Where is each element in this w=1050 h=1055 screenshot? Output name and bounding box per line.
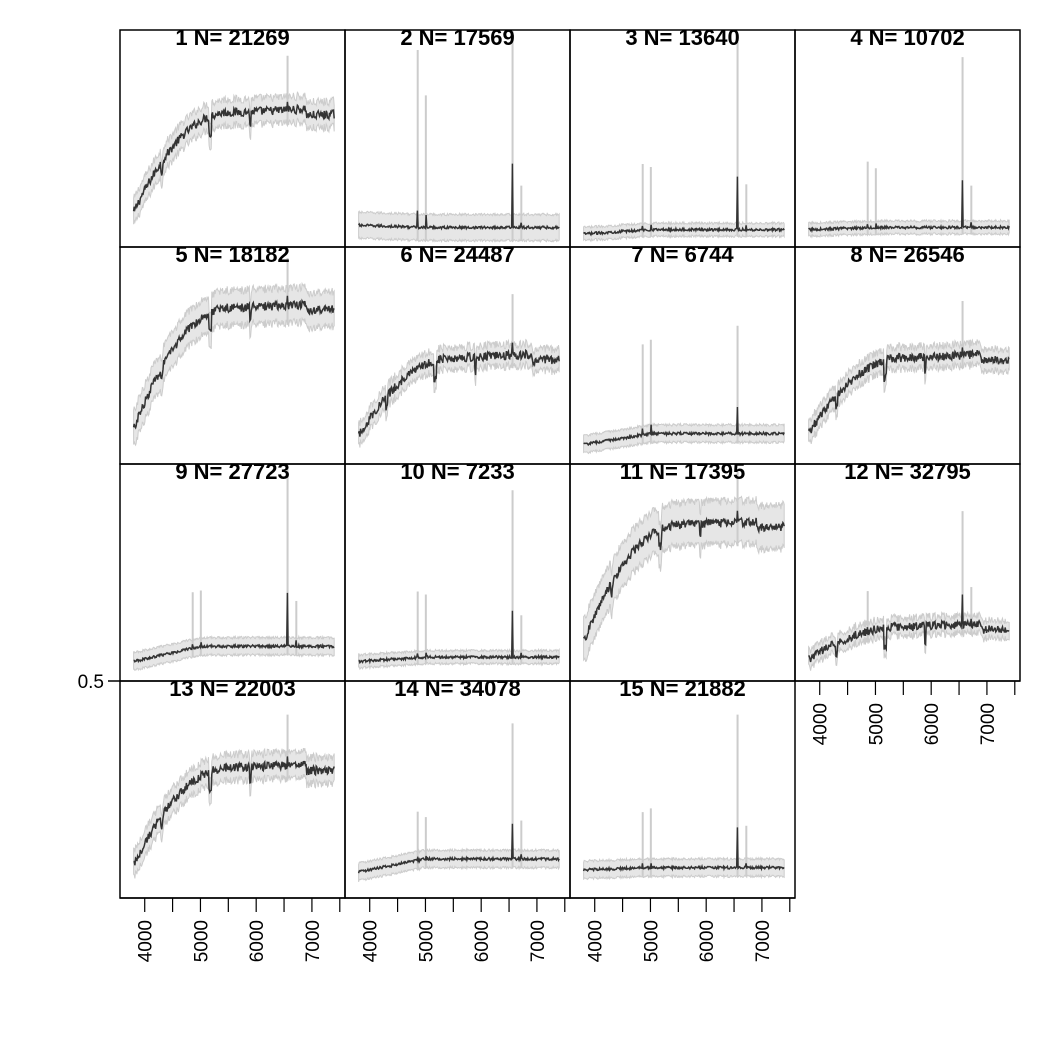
panel-6-mean-line <box>357 342 560 437</box>
panel-3-frame <box>569 29 796 248</box>
panel-6: 6 N= 24487 <box>344 242 571 465</box>
panel-8: 8 N= 26546 <box>794 242 1021 465</box>
panel-12: 12 N= 32795 <box>794 459 1021 682</box>
panel-2: 2 N= 17569 <box>344 25 571 248</box>
x-axis-14: 4000 5000 6000 7000 <box>345 897 570 962</box>
panel-1-mean-line <box>132 101 335 213</box>
panel-14-band <box>358 847 560 883</box>
x-tick-label-13-7000: 7000 <box>303 920 324 962</box>
x-tick-label-13-5000: 5000 <box>192 920 213 962</box>
panel-11-frame <box>569 463 796 682</box>
x-tick-label-14-5000: 5000 <box>417 920 438 962</box>
panel-4-mean-line <box>808 180 1010 234</box>
x-axis-12: 4000 5000 6000 7000 <box>795 680 1020 745</box>
panel-5: 5 N= 18182 <box>119 242 346 465</box>
panel-12-mean-line <box>807 594 1010 663</box>
panel-9-band <box>133 634 335 672</box>
panel-2-title: 2 N= 17569 <box>400 25 514 50</box>
panel-13-frame <box>119 680 346 899</box>
panel-7: 7 N= 6744 <box>569 242 796 465</box>
panel-5-band <box>133 281 335 447</box>
panel-9: 9 N= 27723 <box>119 459 346 682</box>
x-axis-15: 4000 5000 6000 7000 <box>570 897 795 962</box>
x-tick-label-12-7000: 7000 <box>978 703 999 745</box>
panel-1-frame <box>119 29 346 248</box>
panel-11-mean-line <box>582 510 785 641</box>
panel-3-mean-line <box>583 176 785 237</box>
panel-5-mean-line <box>132 295 335 430</box>
panel-15-title: 15 N= 21882 <box>619 676 746 701</box>
x-tick-label-14-6000: 6000 <box>472 920 493 962</box>
panel-9-title: 9 N= 27723 <box>175 459 289 484</box>
y-tick-label-0.5: 0.5 <box>78 672 104 693</box>
panel-7-mean-line <box>583 406 785 447</box>
panel-10-title: 10 N= 7233 <box>400 459 514 484</box>
x-tick-label-14-4000: 4000 <box>361 920 382 962</box>
panel-12-title: 12 N= 32795 <box>844 459 971 484</box>
panel-12-band <box>808 610 1010 671</box>
panel-1-title: 1 N= 21269 <box>175 25 289 50</box>
panel-8-mean-line <box>807 347 1010 434</box>
x-tick-label-15-6000: 6000 <box>697 920 718 962</box>
panel-13: 13 N= 22003 <box>119 676 346 899</box>
panel-6-title: 6 N= 24487 <box>400 242 514 267</box>
x-tick-label-15-5000: 5000 <box>642 920 663 962</box>
x-tick-label-12-5000: 5000 <box>867 703 888 745</box>
panel-3: 3 N= 13640 <box>569 25 796 248</box>
panel-5-title: 5 N= 18182 <box>175 242 289 267</box>
x-tick-label-12-4000: 4000 <box>811 703 832 745</box>
panel-15: 15 N= 21882 <box>569 676 796 899</box>
panel-14-mean-line <box>357 823 560 874</box>
panel-11: 11 N= 17395 <box>569 459 796 682</box>
panel-8-band <box>808 338 1010 445</box>
x-tick-label-15-4000: 4000 <box>586 920 607 962</box>
panel-3-title: 3 N= 13640 <box>625 25 739 50</box>
x-tick-label-13-6000: 6000 <box>247 920 268 962</box>
panel-6-band <box>358 338 560 448</box>
x-tick-label-13-4000: 4000 <box>136 920 157 962</box>
panel-10-frame <box>344 463 571 682</box>
panel-4-frame <box>794 29 1021 248</box>
panel-1-band <box>133 91 335 225</box>
x-tick-label-14-7000: 7000 <box>528 920 549 962</box>
panel-10: 10 N= 7233 <box>344 459 571 682</box>
x-tick-label-12-6000: 6000 <box>922 703 943 745</box>
panel-5-frame <box>119 246 346 465</box>
panel-2-mean-line <box>358 163 560 231</box>
x-tick-label-15-7000: 7000 <box>753 920 774 962</box>
panel-7-title: 7 N= 6744 <box>631 242 734 267</box>
panel-13-title: 13 N= 22003 <box>169 676 296 701</box>
panel-4-title: 4 N= 10702 <box>850 25 964 50</box>
x-axis-13: 4000 5000 6000 7000 <box>120 897 345 962</box>
panel-8-title: 8 N= 26546 <box>850 242 964 267</box>
panel-14: 14 N= 34078 <box>344 676 571 899</box>
panel-9-mean-line <box>133 592 335 664</box>
panel-11-title: 11 N= 17395 <box>620 459 745 484</box>
panel-13-mean-line <box>133 756 335 866</box>
panel-11-band <box>583 495 785 663</box>
panel-1: 1 N= 21269 <box>119 25 346 248</box>
panel-15-mean-line <box>582 827 785 873</box>
panel-13-band <box>133 747 335 879</box>
panel-14-title: 14 N= 34078 <box>394 676 521 701</box>
panel-4: 4 N= 10702 <box>794 25 1021 248</box>
panel-10-mean-line <box>358 610 560 665</box>
